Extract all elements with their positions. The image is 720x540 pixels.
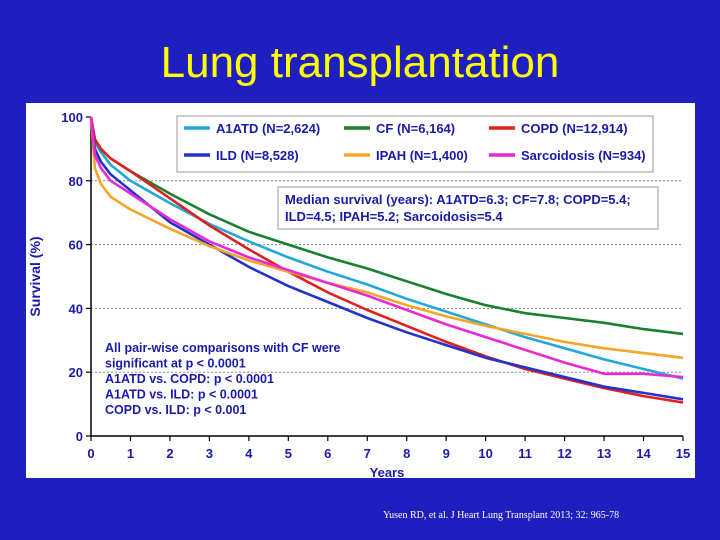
y-tick-label-20: 20 bbox=[69, 365, 83, 380]
slide-title: Lung transplantation bbox=[160, 38, 560, 87]
y-tick-label-80: 80 bbox=[69, 174, 83, 189]
chart-panel: 0 20 40 60 80 100 0 1 2 3 4 5 6 7 8 9 10 11 12 13 14 15 Years S… bbox=[26, 103, 695, 478]
x-tick-label-10: 10 bbox=[478, 446, 492, 461]
x-tick-label-6: 6 bbox=[324, 446, 331, 461]
y-tick-label-40: 40 bbox=[69, 301, 83, 316]
x-tick-label-4: 4 bbox=[245, 446, 253, 461]
legend-label-sarcoidosis: Sarcoidosis (N=934) bbox=[521, 148, 646, 163]
y-tick-label-60: 60 bbox=[69, 238, 83, 253]
x-tick-label-1: 1 bbox=[127, 446, 134, 461]
x-axis-title: Years bbox=[370, 465, 405, 478]
y-axis-title: Survival (%) bbox=[27, 236, 43, 316]
x-tick-label-11: 11 bbox=[518, 446, 532, 461]
series-line-a1atd bbox=[89, 116, 684, 380]
comparison-line-2: significant at p < 0.0001 bbox=[105, 357, 246, 371]
legend-label-ipah: IPAH (N=1,400) bbox=[376, 148, 468, 163]
series-line-copd bbox=[89, 116, 684, 404]
x-tick-label-15: 15 bbox=[676, 446, 690, 461]
x-tick-label-13: 13 bbox=[597, 446, 611, 461]
x-tick-label-0: 0 bbox=[87, 446, 94, 461]
x-tick-label-8: 8 bbox=[403, 446, 410, 461]
y-tick-label-100: 100 bbox=[61, 110, 83, 125]
legend-label-ild: ILD (N=8,528) bbox=[216, 148, 299, 163]
comparison-line-5: COPD vs. ILD: p < 0.001 bbox=[105, 403, 246, 417]
legend-label-copd: COPD (N=12,914) bbox=[521, 121, 628, 136]
legend-box bbox=[176, 115, 654, 173]
series-line-sarcoidosis bbox=[89, 116, 684, 379]
x-tick-label-9: 9 bbox=[443, 446, 450, 461]
y-tick-label-0: 0 bbox=[76, 429, 83, 444]
legend-label-a1atd: A1ATD (N=2,624) bbox=[216, 121, 320, 136]
median-survival-box bbox=[277, 186, 659, 230]
x-tick-label-14: 14 bbox=[636, 446, 651, 461]
x-tick-label-3: 3 bbox=[206, 446, 213, 461]
legend-label-cf: CF (N=6,164) bbox=[376, 121, 455, 136]
comparison-line-4: A1ATD vs. ILD: p < 0.0001 bbox=[105, 388, 258, 402]
comparison-line-3: A1ATD vs. COPD: p < 0.0001 bbox=[105, 372, 274, 386]
series-line-ild bbox=[89, 116, 684, 401]
x-tick-label-7: 7 bbox=[364, 446, 371, 461]
x-tick-label-5: 5 bbox=[285, 446, 292, 461]
median-survival-line-1: Median survival (years): A1ATD=6.3; CF=7… bbox=[285, 192, 631, 207]
x-tick-label-12: 12 bbox=[557, 446, 571, 461]
citation: Yusen RD, et al. J Heart Lung Transplant… bbox=[383, 510, 620, 521]
x-tick-label-2: 2 bbox=[166, 446, 173, 461]
comparison-line-1: All pair-wise comparisons with CF were bbox=[105, 341, 341, 355]
median-survival-line-2: ILD=4.5; IPAH=5.2; Sarcoidosis=5.4 bbox=[285, 209, 503, 224]
